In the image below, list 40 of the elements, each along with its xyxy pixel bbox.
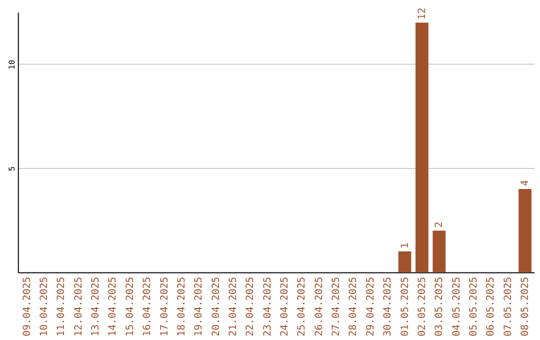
x-tick-label: 04.05.2025: [451, 276, 462, 336]
data-label: 1: [400, 242, 411, 248]
x-tick-label: 28.04.2025: [348, 276, 360, 336]
x-tick-label: 23.04.2025: [262, 276, 274, 336]
x-tick-label: 14.04.2025: [108, 276, 119, 336]
x-tick-label: 17.04.2025: [159, 276, 170, 336]
bar: [518, 189, 532, 272]
x-tick-label: 06.05.2025: [486, 276, 497, 336]
x-tick-label: 25.04.2025: [296, 276, 308, 336]
bar: [416, 22, 428, 272]
data-label: 12: [416, 8, 428, 20]
x-tick-label: 21.04.2025: [228, 276, 239, 336]
x-tick-label: 09.04.2025: [22, 276, 33, 336]
x-tick-label: 11.04.2025: [56, 276, 68, 336]
x-tick-label: 24.04.2025: [280, 276, 291, 336]
x-tick-label: 07.05.2025: [502, 276, 514, 336]
x-tick-label: 03.05.2025: [434, 276, 446, 336]
y-tick-label: 10: [7, 60, 16, 70]
x-tick-label: 08.05.2025: [520, 276, 532, 336]
x-tick-label: 15.04.2025: [124, 276, 136, 336]
bar: [432, 230, 446, 272]
bar: [398, 251, 412, 272]
x-tick-label: 26.04.2025: [314, 276, 325, 336]
x-tick-label: 16.04.2025: [142, 276, 154, 336]
x-tick-label: 01.05.2025: [400, 276, 411, 336]
x-tick-label: 12.04.2025: [73, 276, 84, 336]
x-tick-label: 22.04.2025: [245, 276, 256, 336]
data-label: 4: [520, 180, 532, 186]
x-tick-label: 20.04.2025: [210, 276, 222, 336]
x-tick-label: 10.04.2025: [39, 276, 50, 336]
x-tick-label: 27.04.2025: [331, 276, 342, 336]
data-label: 2: [434, 222, 446, 228]
x-tick-label: 29.04.2025: [365, 276, 376, 336]
x-tick-label: 05.05.2025: [468, 276, 480, 336]
x-tick-label: 19.04.2025: [194, 276, 205, 336]
x-tick-label: 02.05.2025: [416, 276, 428, 336]
x-tick-label: 18.04.2025: [176, 276, 188, 336]
x-tick-label: 30.04.2025: [382, 276, 394, 336]
y-tick-label: 5: [7, 166, 16, 172]
x-tick-label: 13.04.2025: [90, 276, 102, 336]
